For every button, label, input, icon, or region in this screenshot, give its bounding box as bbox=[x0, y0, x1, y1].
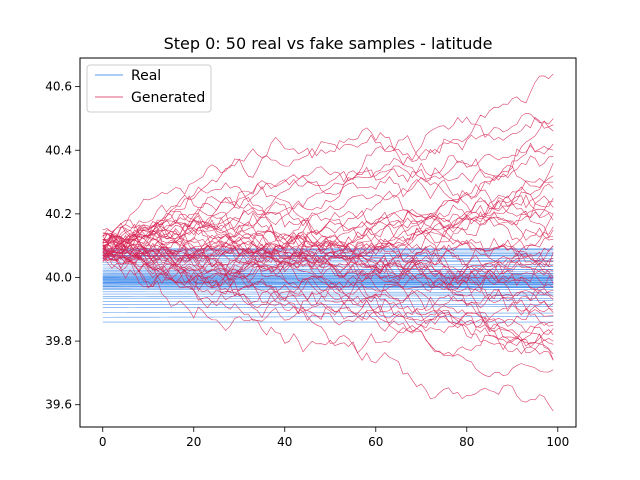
legend-box bbox=[86, 64, 212, 113]
real-series-line bbox=[102, 280, 554, 282]
generated-series-line bbox=[102, 251, 554, 354]
chart-title: Step 0: 50 real vs fake samples - latitu… bbox=[164, 34, 493, 53]
generated-series-line bbox=[102, 212, 554, 288]
generated-series-line bbox=[102, 142, 554, 262]
legend-generated-label: Generated bbox=[131, 90, 205, 106]
real-series-line bbox=[102, 295, 554, 297]
generated-series-line bbox=[102, 183, 554, 292]
x-tick-label: 20 bbox=[186, 435, 201, 449]
generated-series-line bbox=[102, 197, 554, 261]
generated-series-line bbox=[102, 233, 554, 361]
generated-series-line bbox=[102, 247, 554, 291]
real-series-line bbox=[102, 315, 554, 318]
y-tick-label: 40.2 bbox=[45, 207, 72, 221]
x-tick-label: 0 bbox=[99, 435, 107, 449]
generated-series-lines bbox=[102, 73, 554, 412]
generated-series-line bbox=[102, 117, 554, 237]
generated-series-line bbox=[102, 236, 554, 347]
generated-series-line bbox=[102, 248, 554, 412]
plot-frame bbox=[79, 57, 577, 428]
y-tick-label: 40.0 bbox=[45, 270, 72, 284]
generated-series-line bbox=[102, 158, 554, 272]
generated-series-line bbox=[102, 229, 554, 301]
generated-series-line bbox=[102, 241, 554, 317]
generated-series-line bbox=[102, 247, 554, 324]
y-tick-label: 39.8 bbox=[45, 334, 72, 348]
real-series-line bbox=[102, 312, 554, 314]
y-tick-label: 40.4 bbox=[45, 143, 72, 157]
generated-series-line bbox=[102, 235, 554, 378]
x-tick-label: 60 bbox=[368, 435, 383, 449]
generated-series-line bbox=[102, 226, 554, 288]
generated-series-line bbox=[102, 217, 554, 268]
generated-series-line bbox=[102, 228, 554, 287]
generated-series-line bbox=[102, 195, 554, 265]
x-tick-label: 100 bbox=[546, 435, 569, 449]
generated-series-line bbox=[102, 242, 554, 326]
real-series-line bbox=[102, 276, 554, 278]
y-tick-label: 39.6 bbox=[45, 398, 72, 412]
generated-series-line bbox=[102, 174, 554, 269]
generated-series-line bbox=[102, 194, 554, 251]
x-tick-label: 40 bbox=[277, 435, 292, 449]
y-tick-label: 40.6 bbox=[45, 80, 72, 94]
generated-series-line bbox=[102, 210, 554, 312]
generated-series-line bbox=[102, 197, 554, 295]
generated-series-line bbox=[102, 73, 554, 262]
legend-real-label: Real bbox=[131, 68, 161, 84]
x-axis-ticks: 0 20 40 60 80 100 bbox=[99, 427, 569, 449]
generated-series-line bbox=[102, 225, 554, 342]
generated-series-line bbox=[102, 226, 554, 313]
x-tick-label: 80 bbox=[459, 435, 474, 449]
y-axis-ticks: 39.6 39.8 40.0 40.2 40.4 40.6 bbox=[45, 80, 80, 412]
generated-series-line bbox=[102, 229, 554, 329]
generated-series-line bbox=[102, 112, 554, 259]
generated-series-line bbox=[102, 211, 554, 292]
generated-series-line bbox=[102, 226, 554, 354]
legend: Real Generated bbox=[86, 64, 212, 113]
